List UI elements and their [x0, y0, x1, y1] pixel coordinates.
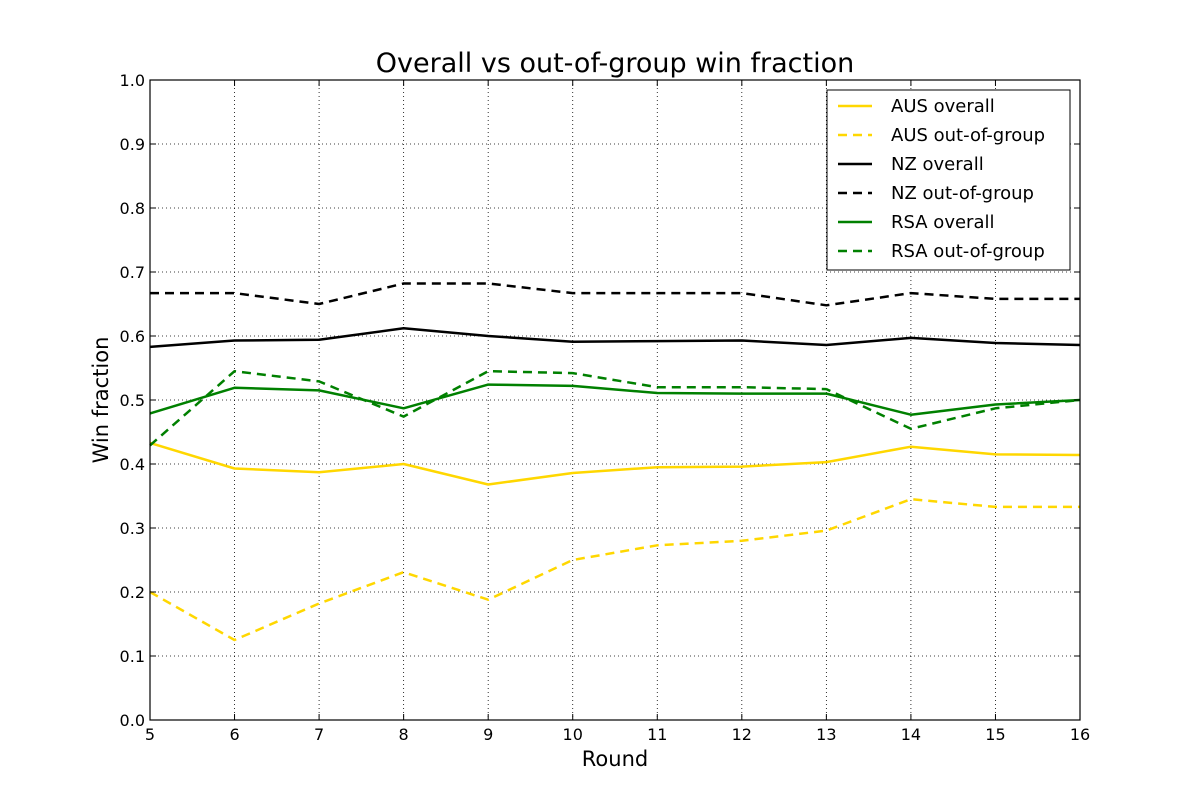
y-tick-label: 0.9	[120, 135, 145, 154]
y-tick-label: 0.4	[120, 455, 145, 474]
x-tick-label: 13	[816, 725, 836, 744]
y-axis-label: Win fraction	[89, 337, 113, 464]
legend-box	[826, 89, 1071, 271]
series-line-nz-out-of-group	[150, 282, 1080, 307]
series-lines	[149, 282, 1081, 642]
y-tick-label: 0.7	[120, 263, 145, 282]
x-tick-label: 12	[732, 725, 752, 744]
x-tick-label: 5	[145, 725, 155, 744]
x-tick-label: 11	[647, 725, 667, 744]
y-tick-label: 0.2	[120, 583, 145, 602]
x-tick-label: 9	[483, 725, 493, 744]
legend-label: AUS out-of-group	[891, 125, 1045, 146]
x-tick-label: 16	[1070, 725, 1090, 744]
legend-label: AUS overall	[891, 96, 995, 117]
x-tick-label: 6	[229, 725, 239, 744]
y-tick-label: 0.1	[120, 647, 145, 666]
grid	[150, 80, 1080, 720]
legend-label: RSA overall	[891, 212, 994, 233]
y-tick-label: 0.0	[120, 711, 145, 730]
series-line-rsa-out-of-group	[149, 369, 1081, 447]
legend: AUS overall AUS out-of-group NZ overall NZ …	[826, 89, 1071, 271]
x-axis-label: Round	[582, 747, 648, 771]
series-line-aus-overall	[149, 441, 1081, 486]
legend-label: NZ overall	[891, 154, 984, 175]
x-tick-label: 7	[314, 725, 324, 744]
legend-label: NZ out-of-group	[891, 183, 1034, 204]
series-line-rsa-overall	[149, 383, 1081, 416]
series-line-nz-overall	[149, 327, 1081, 349]
y-tick-label: 1.0	[120, 71, 145, 90]
axis-ticks: 5 6 7 8 9 10 11 12 13 14 15 16 0.0 0.1 0.2 0.3 0.4 0.5 0.6…	[120, 71, 1091, 744]
y-tick-label: 0.3	[120, 519, 145, 538]
chart-title: Overall vs out-of-group win fraction	[376, 48, 854, 79]
x-tick-label: 10	[563, 725, 583, 744]
y-tick-label: 0.5	[120, 391, 145, 410]
x-tick-label: 15	[985, 725, 1005, 744]
y-tick-label: 0.8	[120, 199, 145, 218]
series-line-aus-out-of-group	[149, 497, 1080, 642]
x-tick-label: 14	[901, 725, 921, 744]
legend-label: RSA out-of-group	[891, 241, 1045, 262]
y-tick-label: 0.6	[120, 327, 145, 346]
x-tick-label: 8	[399, 725, 409, 744]
